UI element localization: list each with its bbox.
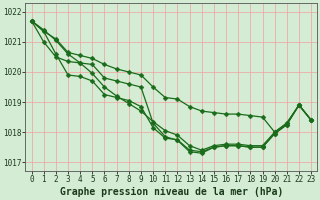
X-axis label: Graphe pression niveau de la mer (hPa): Graphe pression niveau de la mer (hPa) [60,187,283,197]
